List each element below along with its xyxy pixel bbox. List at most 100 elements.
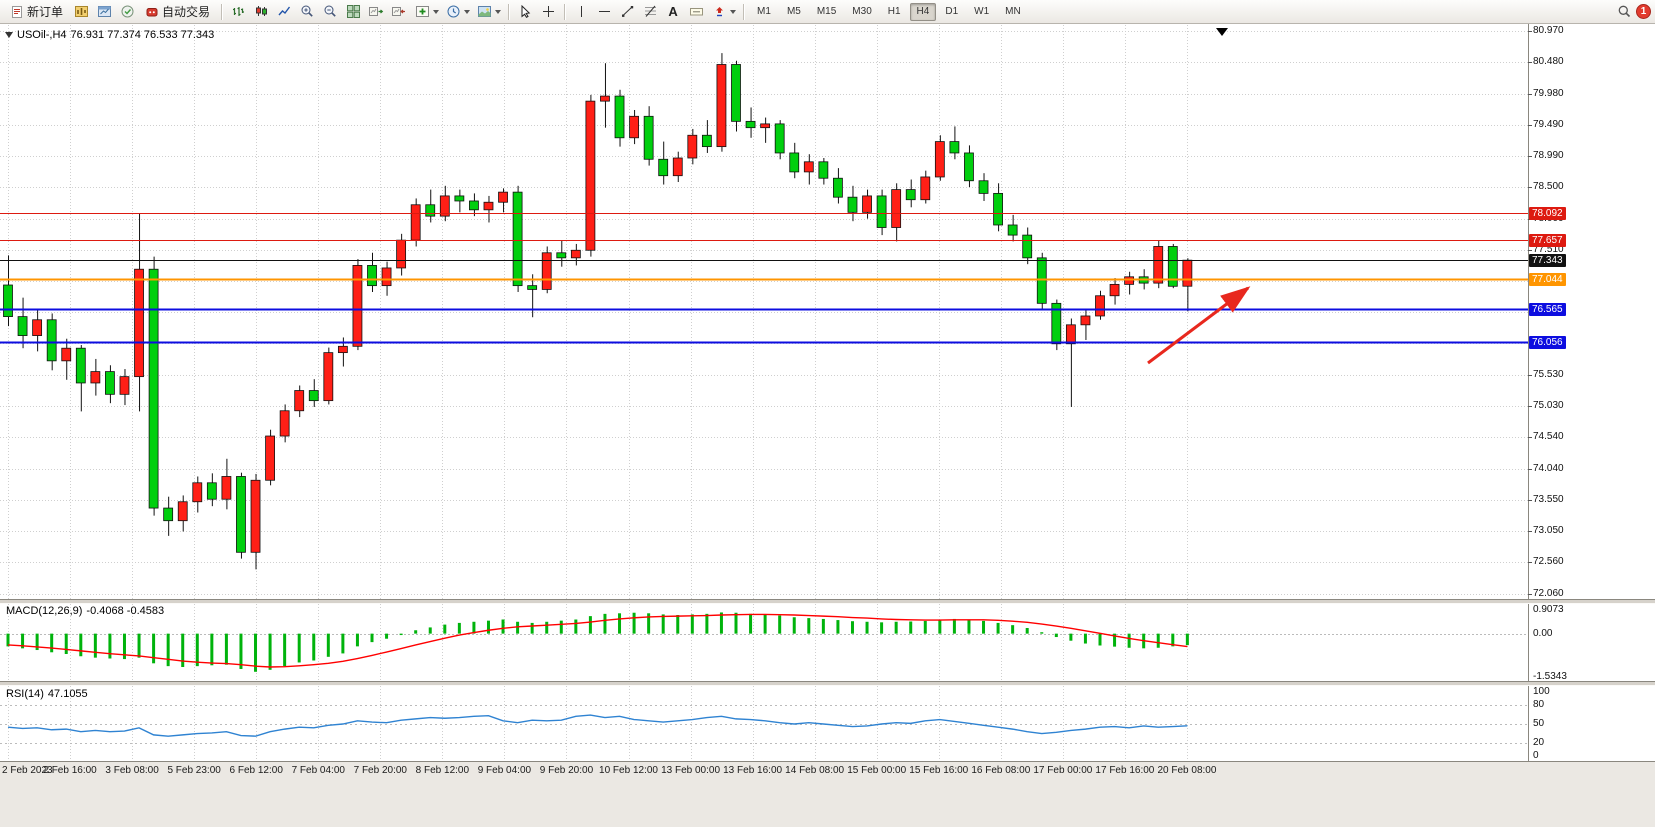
chart-shift-marker[interactable]: [1216, 28, 1228, 36]
autotrading-label: 自动交易: [162, 5, 211, 19]
axis-tick-label: 78.990: [1533, 150, 1564, 162]
fibonacci-tool-icon[interactable]: [639, 2, 661, 22]
templates-button[interactable]: [473, 2, 503, 22]
panel-splitter[interactable]: [0, 599, 1655, 604]
auto-scroll-icon[interactable]: [365, 2, 387, 22]
timeframe-w1-button[interactable]: W1: [974, 6, 990, 17]
cursor-icon[interactable]: [514, 2, 536, 22]
candlestick-chart-type-icon[interactable]: [250, 2, 272, 22]
time-axis-label: 9 Feb 20:00: [539, 765, 594, 776]
time-axis-label: 2 Feb 16:00: [43, 765, 97, 776]
trend-arrow-annotation[interactable]: [1147, 286, 1251, 365]
timeframe-m30-button[interactable]: M30: [852, 6, 872, 17]
autotrading-icon: [146, 7, 158, 16]
axis-tick-label: 50: [1533, 718, 1545, 729]
time-axis-label: 9 Feb 04:00: [477, 765, 532, 776]
crosshair-icon[interactable]: [537, 2, 559, 22]
indicators-icon: [411, 2, 433, 22]
horizontal-line-tool-icon[interactable]: [593, 2, 615, 22]
market-watch-icon[interactable]: [93, 2, 115, 22]
macd-name: MACD(12,26,9): [6, 605, 83, 617]
axis-tick-label: 79.980: [1533, 87, 1564, 99]
axis-tick-label: 0: [1533, 750, 1539, 761]
arrows-tool-button[interactable]: [708, 2, 738, 22]
price-badge: 76.565: [1529, 303, 1566, 317]
timeframe-h4-button[interactable]: H4: [909, 2, 937, 21]
dropdown-caret-icon: [433, 9, 440, 14]
axis-tick-label: 73.050: [1533, 525, 1564, 537]
bar-chart-type-icon[interactable]: [227, 2, 249, 22]
price-badge: 77.343: [1529, 254, 1566, 268]
text-label-tool-icon[interactable]: [685, 2, 707, 22]
chart-shift-icon[interactable]: [388, 2, 410, 22]
axis-tick-label: 80.970: [1533, 25, 1564, 36]
zoom-in-icon[interactable]: [296, 2, 318, 22]
rsi-value: 47.1055: [47, 688, 88, 700]
new-order-label: 新订单: [27, 5, 64, 19]
time-axis-label: 20 Feb 08:00: [1157, 765, 1217, 776]
time-axis-label: 8 Feb 12:00: [415, 765, 470, 776]
new-order-button[interactable]: 新订单: [4, 2, 69, 22]
time-axis-label: 14 Feb 08:00: [785, 765, 845, 776]
timeframe-d1-button[interactable]: D1: [945, 6, 959, 17]
autotrading-button[interactable]: 自动交易: [139, 2, 216, 22]
axis-tick-label: 80: [1533, 698, 1545, 710]
time-axis-label: 13 Feb 00:00: [661, 765, 721, 776]
tile-windows-icon[interactable]: [342, 2, 364, 22]
dropdown-caret-icon: [495, 9, 502, 14]
line-chart-type-icon[interactable]: [273, 2, 295, 22]
symbol-timeframe: USOil-,H4: [17, 29, 67, 41]
axis-tick-label: 72.560: [1533, 556, 1564, 568]
time-axis-label: 17 Feb 00:00: [1033, 765, 1093, 776]
timeframe-m5-button[interactable]: M5: [786, 6, 801, 17]
time-axis-label: 15 Feb 16:00: [909, 765, 969, 776]
macd-values: -0.4068 -0.4583: [86, 605, 165, 617]
arrows-tool-icon: [708, 2, 730, 22]
price-badge: 77.657: [1529, 234, 1566, 248]
macd-histogram: [6, 612, 1189, 672]
macd-signal-line: [7, 613, 1188, 668]
grid: [0, 25, 1528, 761]
price-badge: 77.044: [1529, 273, 1566, 287]
time-axis-label: 16 Feb 08:00: [971, 765, 1031, 776]
time-axis-label: 3 Feb 08:00: [105, 765, 159, 776]
timeframe-m15-button[interactable]: M15: [816, 6, 837, 17]
zoom-out-icon[interactable]: [319, 2, 341, 22]
timeframe-h1-button[interactable]: H1: [887, 6, 901, 17]
axis-tick-label: 100: [1533, 686, 1550, 697]
axis-tick-label: 78.500: [1533, 181, 1564, 193]
timeframe-mn-button[interactable]: MN: [1005, 6, 1021, 17]
chart-symbol-label: USOil-,H4 76.931 77.374 76.533 77.343: [5, 29, 218, 41]
timeframe-m1-button[interactable]: M1: [757, 6, 771, 17]
indicators-button[interactable]: [411, 2, 441, 22]
trendline-tool-icon[interactable]: [616, 2, 638, 22]
vertical-line-tool-icon[interactable]: [570, 2, 592, 22]
template-image-icon: [473, 2, 495, 22]
dropdown-caret-icon: [464, 9, 471, 14]
axis-tick-label: 75.530: [1533, 368, 1564, 380]
axis-tick-label: 0.00: [1533, 627, 1553, 639]
one-click-trading-icon[interactable]: [116, 2, 138, 22]
notification-badge[interactable]: 1: [1636, 4, 1651, 19]
text-tool-glyph: A: [668, 4, 678, 19]
time-axis-label: 15 Feb 00:00: [847, 765, 907, 776]
periods-button[interactable]: [442, 2, 472, 22]
panel-splitter[interactable]: [0, 681, 1655, 686]
time-axis[interactable]: [0, 761, 1655, 827]
axis-tick-label: 74.040: [1533, 462, 1564, 474]
time-axis-label: 2 Feb 2023: [2, 765, 53, 776]
axis-tick-label: 75.030: [1533, 400, 1564, 412]
search-icon[interactable]: [1613, 2, 1635, 22]
new-chart-icon[interactable]: [70, 2, 92, 22]
collapse-icon[interactable]: [5, 32, 13, 38]
time-axis-label: 17 Feb 16:00: [1095, 765, 1155, 776]
timeframe-group: M1 M5 M15 M30 H1 H4 D1 W1 MN: [749, 2, 1029, 21]
separator: [564, 3, 566, 20]
axis-tick-label: 0.9073: [1533, 604, 1564, 615]
text-tool-icon[interactable]: A: [662, 2, 684, 22]
separator: [743, 3, 745, 20]
axis-tick-label: 79.490: [1533, 118, 1564, 130]
axis-tick-label: 77.510: [1533, 243, 1564, 255]
axis-tick-label: 74.540: [1533, 431, 1564, 443]
